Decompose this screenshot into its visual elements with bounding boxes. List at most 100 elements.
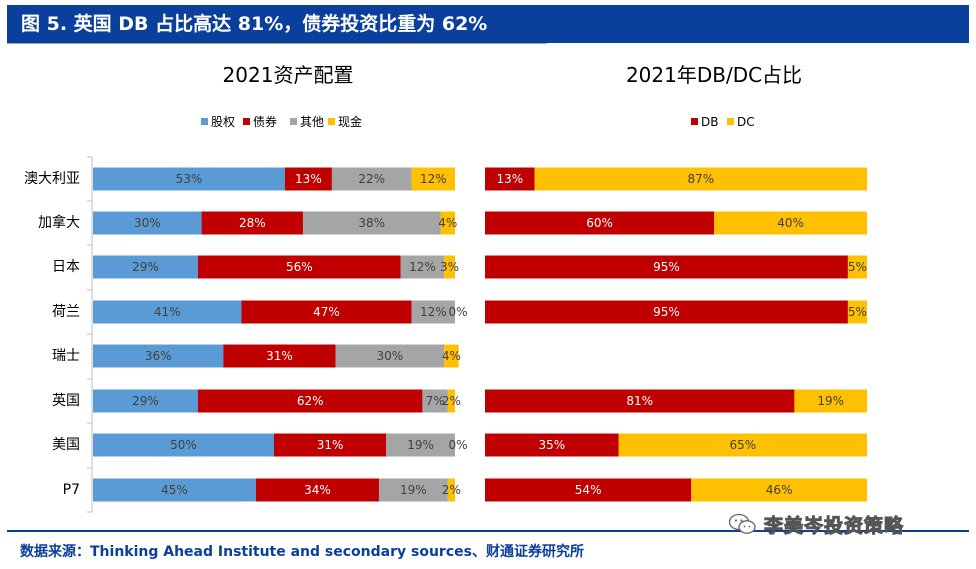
data-label: 30% <box>377 349 404 363</box>
data-label: 31% <box>317 438 344 452</box>
data-label: 12% <box>409 260 436 274</box>
bar-现金 <box>440 211 455 235</box>
bar-股权 <box>93 255 198 279</box>
bar-DB <box>485 389 795 413</box>
wechat-icon <box>728 513 756 534</box>
bar-债券 <box>223 344 336 368</box>
bar-股权 <box>93 478 256 502</box>
bar-DC <box>847 300 867 324</box>
data-label: 50% <box>170 438 197 452</box>
category-label: 日本 <box>52 259 80 275</box>
data-label: 95% <box>653 305 680 319</box>
bar-DB <box>485 300 848 324</box>
data-label: 19% <box>400 483 427 497</box>
legend-swatch-3 <box>290 118 297 125</box>
bar-DC <box>794 389 867 413</box>
header-underline <box>7 43 547 44</box>
data-label: 41% <box>154 305 181 319</box>
category-label: 荷兰 <box>52 304 80 320</box>
legend-label-2: DC <box>737 115 755 129</box>
bar-DB <box>485 433 619 457</box>
data-source: 数据来源：Thinking Ahead Institute and second… <box>20 544 584 560</box>
bar-现金 <box>447 389 455 413</box>
data-label: 22% <box>358 172 385 186</box>
category-label: 加拿大 <box>38 214 80 231</box>
data-label: 0% <box>448 305 467 319</box>
bar-债券 <box>255 478 379 502</box>
footer-divider <box>7 530 969 532</box>
bar-其他 <box>400 255 445 279</box>
data-label: 36% <box>145 349 172 363</box>
bar-其他 <box>422 389 448 413</box>
bar-其他 <box>378 478 448 502</box>
category-label: P7 <box>63 482 80 498</box>
bar-债券 <box>241 300 412 324</box>
watermark: 李美岑投资策略 <box>728 510 904 538</box>
legend-label-3: 其他 <box>300 115 324 129</box>
bar-债券 <box>197 255 401 279</box>
bar-股权 <box>93 433 274 457</box>
bar-DC <box>714 211 867 235</box>
data-label: 53% <box>176 172 203 186</box>
data-label: 87% <box>687 172 714 186</box>
bar-DC <box>534 167 867 191</box>
legend-swatch-1 <box>691 118 698 125</box>
data-label: 2% <box>442 394 461 408</box>
data-label: 12% <box>420 305 447 319</box>
data-label: 19% <box>407 438 434 452</box>
data-label: 56% <box>286 260 313 274</box>
data-label: 28% <box>239 216 266 230</box>
bar-其他 <box>386 433 455 457</box>
bar-股权 <box>93 344 224 368</box>
legend-swatch-4 <box>328 118 335 125</box>
bar-DB <box>485 167 535 191</box>
data-label: 29% <box>132 260 159 274</box>
bar-DB <box>485 478 692 502</box>
chart-title: 2021资产配置 <box>223 63 354 87</box>
bar-债券 <box>274 433 387 457</box>
figure-title: 图 5. 英国 DB 占比高达 81%，债券投资比重为 62% <box>21 13 488 35</box>
bar-其他 <box>331 167 412 191</box>
watermark-text: 李美岑投资策略 <box>764 514 905 537</box>
legend-swatch-2 <box>243 118 250 125</box>
category-label: 瑞士 <box>52 348 80 364</box>
data-label: 38% <box>358 216 385 230</box>
bar-股权 <box>93 167 285 191</box>
data-label: 4% <box>442 349 461 363</box>
data-label: 29% <box>132 394 159 408</box>
data-label: 0% <box>448 438 467 452</box>
bar-股权 <box>93 300 242 324</box>
data-label: 13% <box>295 172 322 186</box>
bar-其他 <box>302 211 441 235</box>
category-label: 英国 <box>52 392 80 409</box>
data-label: 34% <box>304 483 331 497</box>
data-label: 7% <box>426 394 445 408</box>
data-label: 40% <box>777 216 804 230</box>
bar-债券 <box>201 211 303 235</box>
bar-股权 <box>93 211 202 235</box>
data-label: 47% <box>313 305 340 319</box>
bar-现金 <box>444 255 455 279</box>
data-label: 95% <box>653 260 680 274</box>
data-label: 19% <box>817 394 844 408</box>
legend-label-2: 债券 <box>253 114 277 129</box>
bar-股权 <box>93 389 198 413</box>
legend-label-1: 股权 <box>211 115 235 129</box>
bar-DB <box>485 211 715 235</box>
category-label: 美国 <box>52 437 80 453</box>
data-label: 13% <box>496 172 523 186</box>
data-label: 5% <box>848 305 867 319</box>
data-label: 12% <box>420 172 447 186</box>
bar-现金 <box>411 167 455 191</box>
legend-swatch-2 <box>727 118 734 125</box>
bar-其他 <box>411 300 455 324</box>
category-label: 澳大利亚 <box>24 171 80 187</box>
data-label: 4% <box>438 216 457 230</box>
data-label: 60% <box>586 216 613 230</box>
bar-DB <box>485 255 848 279</box>
data-label: 31% <box>266 349 293 363</box>
bar-债券 <box>197 389 423 413</box>
data-label: 45% <box>161 483 188 497</box>
bar-现金 <box>447 478 455 502</box>
